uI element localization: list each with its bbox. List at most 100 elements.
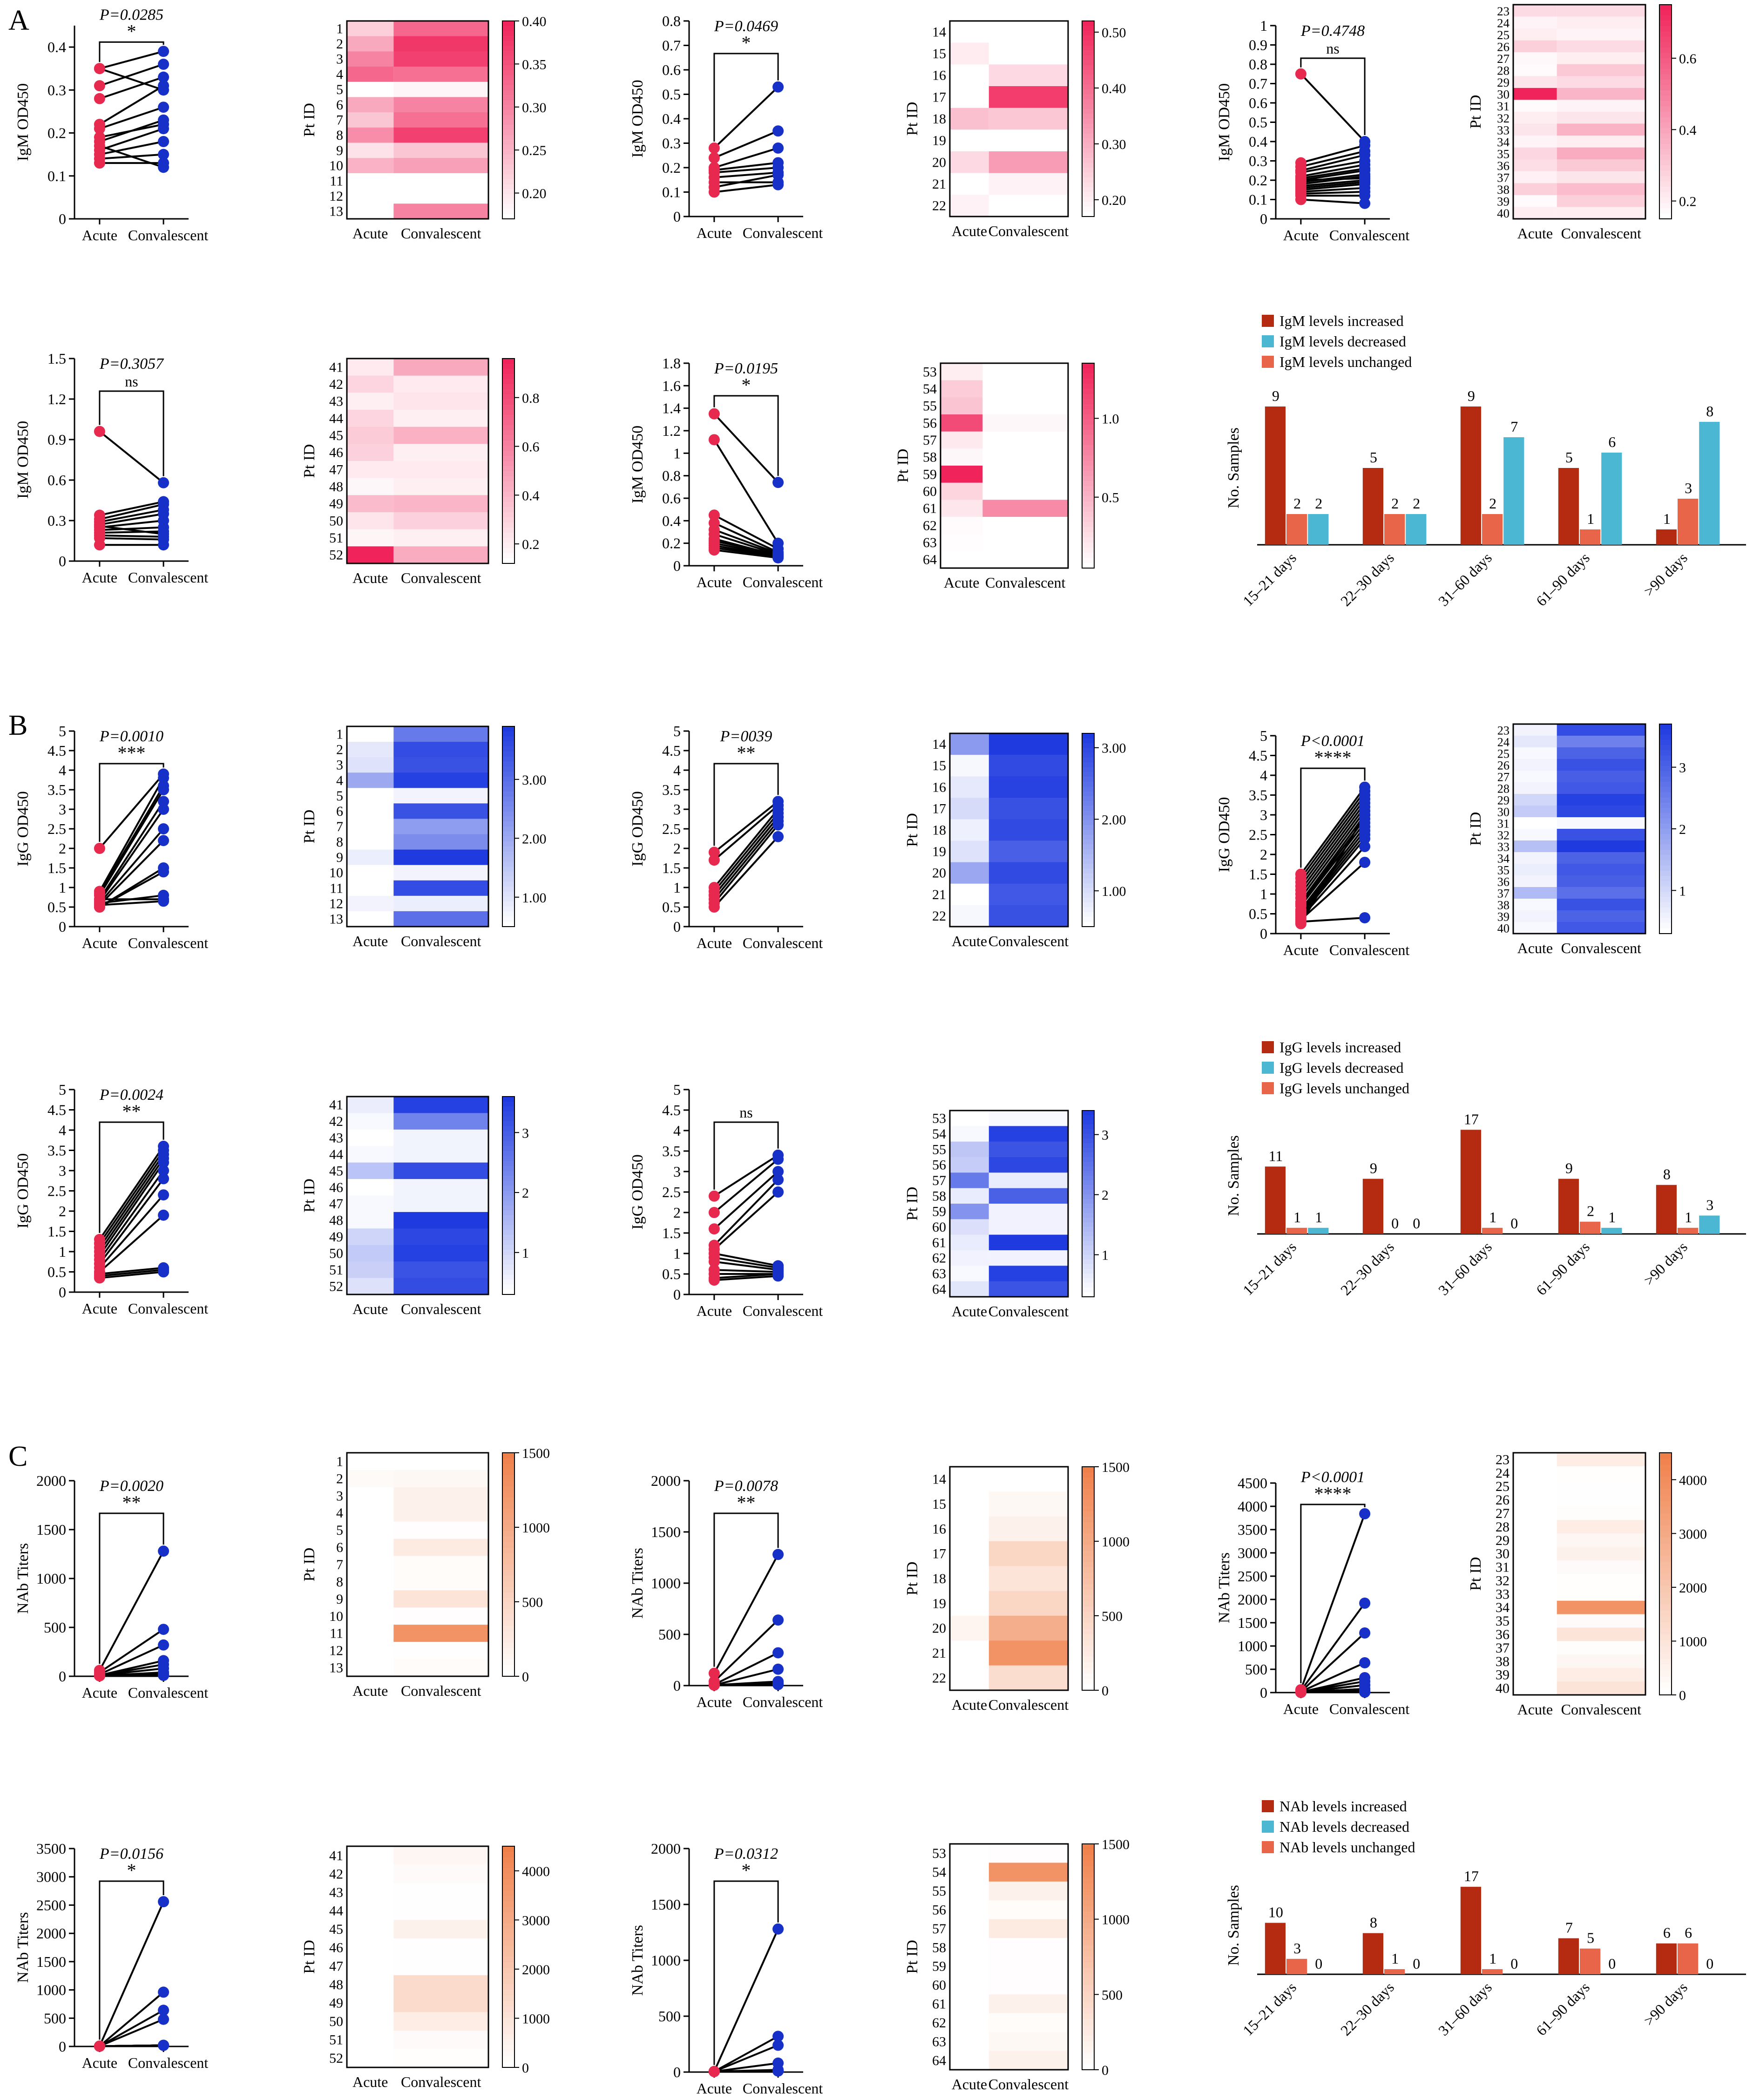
colorbar-step xyxy=(502,80,514,86)
colorbar-step xyxy=(502,1269,514,1275)
heatmap-cell xyxy=(1557,899,1645,911)
colorbar-step xyxy=(502,174,514,180)
colorbar-step xyxy=(502,70,514,76)
row-label: 39 xyxy=(1497,910,1510,924)
y-axis-label: Pt ID xyxy=(301,103,318,137)
heatmap-cell xyxy=(347,834,394,850)
row-label: 16 xyxy=(932,68,946,83)
heatmap-cell xyxy=(347,1975,394,1994)
colorbar-step xyxy=(1659,15,1672,21)
row-label: 11 xyxy=(330,881,343,896)
heatmap-cell xyxy=(1513,1493,1557,1507)
colorbar-step xyxy=(502,1116,514,1122)
colorbar-step xyxy=(1082,461,1094,466)
column-label: Convalescent xyxy=(401,1301,481,1317)
x-tick-label: Acute xyxy=(1283,942,1319,958)
colorbar-step xyxy=(502,553,514,559)
heatmap-cell xyxy=(347,1573,394,1591)
colorbar-step xyxy=(502,35,514,41)
colorbar-step xyxy=(1082,70,1094,75)
heatmap-cell xyxy=(393,834,488,850)
heatmap-cell xyxy=(393,127,488,143)
bar xyxy=(1265,1923,1286,1974)
convalescent-point xyxy=(158,1266,169,1278)
colorbar-step xyxy=(1082,1171,1094,1176)
heatmap-cell xyxy=(1557,1654,1645,1668)
heatmap-cell xyxy=(1513,1654,1557,1668)
colorbar-step xyxy=(1659,886,1672,892)
heatmap-cell xyxy=(393,1195,488,1213)
colorbar-step xyxy=(1082,743,1094,748)
heatmap-cell xyxy=(393,158,488,174)
y-tick-label: 1000 xyxy=(651,1952,681,1969)
colorbar-step xyxy=(502,1962,514,1968)
colorbar-step xyxy=(502,1514,514,1520)
row-label: 5 xyxy=(336,82,343,97)
colorbar-step xyxy=(502,1885,514,1891)
y-tick-label: 0.5 xyxy=(662,899,681,915)
heatmap-cell xyxy=(950,86,989,108)
pair-line xyxy=(1300,160,1365,174)
colorbar-step xyxy=(1082,917,1094,922)
row-label: 30 xyxy=(1496,1546,1510,1562)
heatmap-cell xyxy=(393,529,488,547)
colorbar-step xyxy=(502,1945,514,1952)
row-label: 63 xyxy=(932,2034,946,2049)
pair-line xyxy=(1300,73,1366,142)
heatmap-cell xyxy=(1513,829,1557,841)
row-label: 63 xyxy=(932,1266,946,1281)
pair-line xyxy=(1300,190,1365,195)
colorbar-step xyxy=(502,189,514,195)
heatmap-cell xyxy=(1513,852,1557,864)
heatmap-cell xyxy=(950,1266,989,1282)
colorbar-step xyxy=(1082,35,1094,41)
heatmap-frame xyxy=(949,20,1069,217)
heatmap-cell xyxy=(347,865,394,881)
colorbar-step xyxy=(1659,1592,1672,1599)
row-label: 1 xyxy=(336,21,343,36)
y-axis-label: NAb Titers xyxy=(1216,1552,1233,1623)
convalescent-point xyxy=(1359,197,1371,209)
row-label: 2 xyxy=(336,36,343,52)
heatmap-cell xyxy=(1513,171,1557,183)
colorbar-step xyxy=(1659,1586,1672,1592)
heatmap-cell xyxy=(1513,195,1557,207)
y-tick-label: 4.5 xyxy=(47,1102,66,1118)
heatmap-cell xyxy=(393,512,488,530)
row-label: 53 xyxy=(923,364,937,379)
convalescent-point xyxy=(158,123,169,135)
acute-point xyxy=(94,520,105,532)
heatmap-cell xyxy=(393,1487,488,1505)
row-label: 26 xyxy=(1497,759,1510,772)
colorbar-label: 0.20 xyxy=(522,186,547,202)
heatmap-cell xyxy=(988,1188,1068,1204)
colorbar-step xyxy=(502,2034,514,2040)
colorbar-step xyxy=(1082,873,1094,879)
row-label: 51 xyxy=(329,2032,343,2048)
legend-swatch xyxy=(1262,1062,1274,1074)
colorbar-label: 0.4 xyxy=(1679,122,1697,138)
colorbar-step xyxy=(1659,160,1672,166)
significance-bracket xyxy=(713,763,779,846)
bar-value-label: 0 xyxy=(1510,1955,1518,1972)
heatmap-cell xyxy=(1557,1574,1645,1588)
colorbar-label: 0.2 xyxy=(1679,194,1697,210)
heatmap-cell xyxy=(950,1516,989,1542)
row-label: 58 xyxy=(923,450,937,465)
pair-line xyxy=(99,801,164,900)
colorbar-step xyxy=(502,543,514,549)
p-value-label: P=0039 xyxy=(720,728,772,745)
colorbar-step xyxy=(502,1136,514,1142)
colorbar-frame xyxy=(502,726,515,927)
heatmap-cell xyxy=(393,495,488,513)
heatmap-cell xyxy=(988,862,1068,884)
colorbar-step xyxy=(1082,486,1094,492)
heatmap-cell xyxy=(950,1900,989,1920)
colorbar-label: 2.00 xyxy=(522,831,547,847)
y-tick-label: 2.5 xyxy=(47,1183,66,1199)
row-label: 15 xyxy=(932,1497,946,1512)
pair-line xyxy=(99,50,164,70)
y-axis-label: Pt ID xyxy=(301,1940,318,1974)
colorbar-step xyxy=(502,1548,514,1554)
